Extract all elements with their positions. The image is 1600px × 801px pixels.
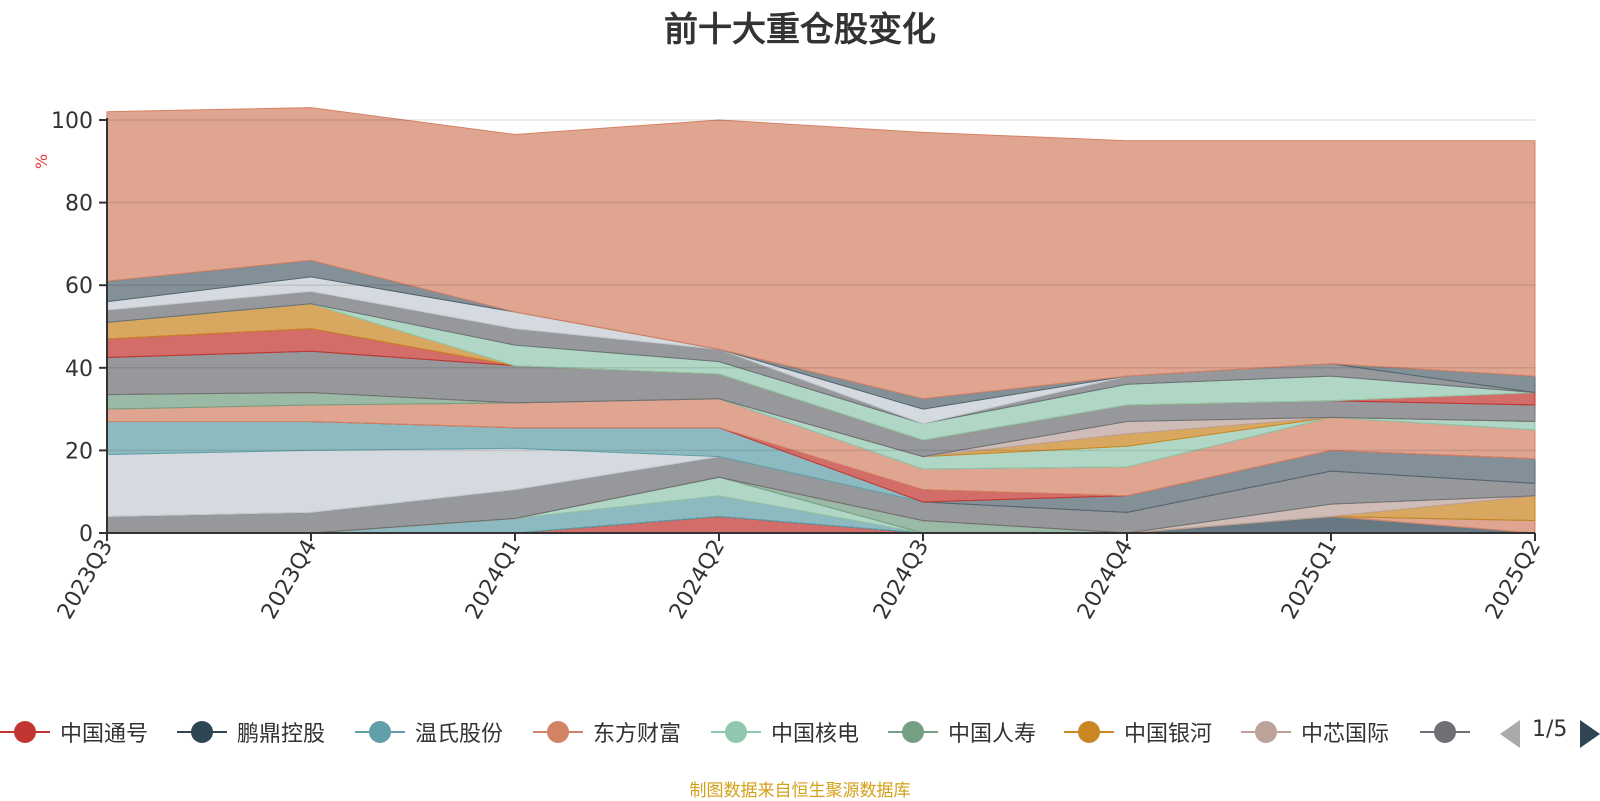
legend-label: 温氏股份 (415, 722, 504, 747)
legend-marker-icon (0, 720, 50, 744)
x-tick-label: 2023Q3 (53, 536, 118, 624)
source-note: 制图数据来自恒生聚源数据库 (689, 781, 911, 801)
legend-marker-icon (1420, 720, 1470, 744)
legend-next-page-button[interactable] (1580, 720, 1600, 748)
x-tick-label: 2024Q4 (1073, 536, 1138, 624)
legend-item[interactable]: 中国人寿 (888, 712, 1036, 752)
legend: 中国通号 鹏鼎控股 温氏股份 东方财富 中国核电 中国人寿 中国银河 中芯国际 1/5 (0, 712, 1600, 752)
legend-marker-icon (533, 720, 583, 744)
legend-marker-icon (1241, 720, 1291, 744)
legend-item[interactable]: 中国核电 (711, 712, 859, 752)
legend-marker-icon (177, 720, 227, 744)
x-tick-label: 2023Q4 (257, 536, 322, 624)
x-tick-label: 2025Q2 (1481, 536, 1546, 624)
legend-pager: 1/5 (1500, 712, 1600, 752)
grid-lines (107, 119, 1535, 452)
y-tick-label: 100 (51, 109, 93, 134)
legend-prev-page-button[interactable] (1500, 720, 1520, 748)
stacked-area-chart: 0 20 40 60 80 100 2023Q3 2023Q4 2024Q1 2024Q2 2024… (51, 107, 1546, 624)
x-tick-label: 2024Q1 (461, 536, 526, 624)
legend-item[interactable]: 东方财富 (533, 712, 681, 752)
legend-label: 鹏鼎控股 (237, 722, 326, 747)
y-tick-label: 40 (65, 357, 93, 382)
y-tick-label: 60 (65, 274, 93, 299)
y-tick-label: 80 (65, 192, 93, 217)
legend-item[interactable] (1420, 712, 1470, 752)
legend-marker-icon (711, 720, 761, 744)
legend-label: 东方财富 (593, 722, 682, 747)
chart-title: 前十大重仓股变化 (664, 10, 936, 50)
legend-label: 中国通号 (60, 722, 149, 747)
area-series-group (106, 107, 1536, 534)
legend-marker-icon (888, 720, 938, 744)
legend-marker-icon (1064, 720, 1114, 744)
legend-item[interactable]: 中国银河 (1064, 712, 1212, 752)
legend-page-indicator: 1/5 (1532, 717, 1568, 742)
legend-label: 中国人寿 (948, 722, 1037, 747)
y-tick-label: 0 (79, 522, 93, 547)
legend-label: 中国银河 (1124, 722, 1213, 747)
x-tick-label: 2025Q1 (1277, 536, 1342, 624)
legend-item[interactable]: 鹏鼎控股 (177, 712, 325, 752)
legend-item[interactable]: 中芯国际 (1241, 712, 1389, 752)
x-tick-label: 2024Q3 (869, 536, 934, 624)
legend-label: 中国核电 (771, 722, 860, 747)
legend-marker-icon (355, 720, 405, 744)
area-series-26 (106, 107, 1536, 400)
legend-label: 中芯国际 (1301, 722, 1390, 747)
legend-items: 中国通号 鹏鼎控股 温氏股份 东方财富 中国核电 中国人寿 中国银河 中芯国际 (0, 712, 1482, 752)
legend-item[interactable]: 温氏股份 (355, 712, 503, 752)
y-tick-label: 20 (65, 439, 93, 464)
x-tick-label: 2024Q2 (665, 536, 730, 624)
legend-item[interactable]: 中国通号 (0, 712, 148, 752)
